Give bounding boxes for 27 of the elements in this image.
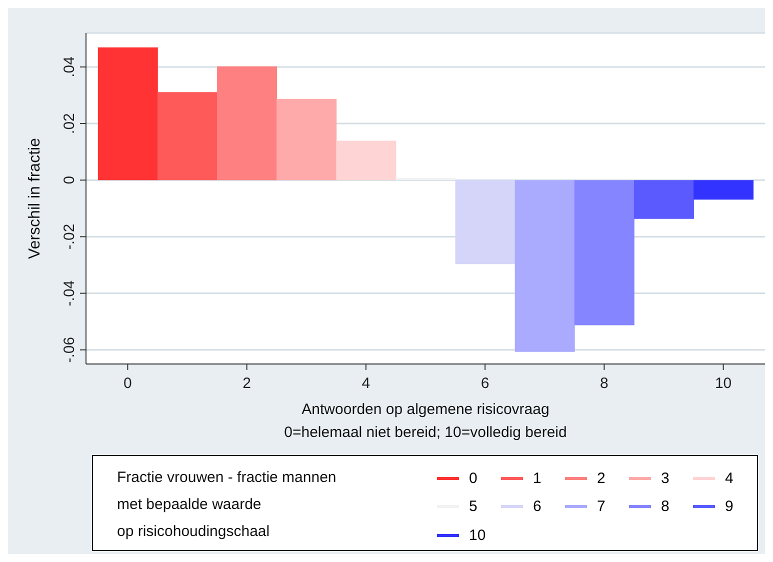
y-tick-label: -.06 (61, 336, 78, 363)
x-axis-title: Antwoorden op algemene risicovraag (302, 401, 550, 418)
legend-label: 0 (469, 468, 478, 489)
x-tick-label: 2 (242, 375, 251, 392)
legend-label: 3 (661, 468, 670, 489)
legend-label: 7 (597, 497, 606, 518)
x-tick-label: 0 (124, 375, 132, 392)
legend-label: 4 (725, 468, 734, 489)
x-tick-label: 8 (600, 375, 608, 392)
y-tick-label: -.04 (61, 280, 78, 306)
y-tick-label: -.02 (61, 224, 78, 250)
y-tick-label: 0 (61, 176, 78, 184)
x-tick-label: 10 (714, 375, 732, 392)
legend-label: 5 (469, 497, 478, 518)
legend-label: 1 (533, 468, 542, 489)
y-axis-title: Verschil in fractie (26, 138, 44, 259)
y-tick-label: .04 (61, 56, 78, 78)
x-tick-label: 4 (362, 375, 370, 392)
y-tick-label: .02 (61, 113, 78, 134)
legend-label: 10 (469, 526, 486, 546)
legend-title: Fractie vrouwen - fractie mannen met bepaalde waarde op risicohoudingschaal (116, 468, 338, 542)
legend-label: 6 (533, 497, 542, 518)
legend-label: 2 (597, 468, 606, 489)
x-tick-label: 6 (480, 375, 490, 392)
text: 0=helemaal niet bereid; 10=volledig bereid (283, 424, 568, 441)
legend-label: 9 (725, 497, 734, 518)
legend-label: 8 (661, 497, 670, 518)
